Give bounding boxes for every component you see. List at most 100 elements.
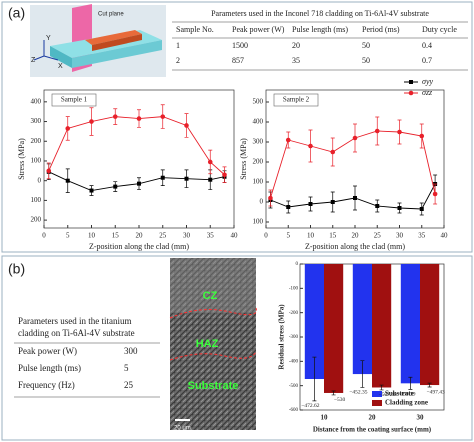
y-tick-label: 0 — [260, 198, 264, 206]
point — [432, 191, 438, 197]
schematic — [30, 4, 166, 77]
x-tick-label: 0 — [264, 232, 268, 240]
bar — [304, 264, 324, 380]
y-tick-label: 100 — [253, 218, 264, 226]
axis-letter: X — [58, 63, 63, 70]
table-cell: 1500 — [232, 41, 248, 50]
y-tick-label: 200 — [31, 137, 42, 145]
value-label: −490.39 — [397, 392, 415, 398]
x-tick-label: 10 — [321, 414, 329, 422]
table-cell: 0.7 — [422, 56, 432, 65]
point — [65, 126, 71, 131]
point — [46, 168, 52, 174]
panel-label: (b) — [8, 261, 25, 277]
zone-label: HAZ — [196, 338, 219, 350]
point — [268, 195, 273, 201]
zone-label: Substrate — [188, 380, 239, 392]
point — [160, 114, 166, 119]
x-tick-label: 15 — [329, 232, 337, 240]
bar — [372, 264, 392, 388]
error-bar — [331, 390, 336, 396]
chart-title: Sample 2 — [283, 96, 310, 104]
table-header: Period (ms) — [362, 25, 400, 34]
table-title: cladding on Ti-6Al-4V substrate — [18, 328, 135, 338]
y-tick-label: -100 — [289, 286, 299, 291]
point — [308, 143, 313, 149]
table-cell: 0.4 — [422, 41, 432, 50]
y-tick-label: 100 — [31, 196, 42, 204]
y-tick-label: -300 — [289, 335, 299, 340]
table-cell: 50 — [362, 56, 370, 65]
point — [419, 133, 425, 139]
table-cell: Peak power (W) — [18, 346, 77, 356]
bar — [400, 264, 420, 384]
x-tick-label: 15 — [112, 232, 120, 240]
table-cell: Frequency (Hz) — [18, 380, 75, 390]
y-axis-label: Stress (MPa) — [17, 138, 26, 180]
x-tick-label: 20 — [352, 232, 360, 240]
point — [136, 116, 142, 121]
point — [207, 159, 213, 165]
chart-title: Sample 1 — [61, 96, 88, 104]
point — [352, 135, 358, 141]
x-axis-label: Z-position along the clad (mm) — [305, 242, 405, 251]
table-cell: 35 — [292, 56, 300, 65]
legend-marker — [409, 80, 413, 84]
x-tick-label: 0 — [42, 232, 46, 240]
bar — [352, 264, 372, 375]
y-tick-label: -400 — [289, 359, 299, 364]
point — [397, 129, 402, 135]
legend-label: Cladding zone — [385, 399, 428, 407]
x-tick-label: 30 — [417, 414, 425, 422]
point — [184, 176, 189, 181]
value-label: −472.62 — [301, 403, 319, 409]
point — [419, 207, 424, 211]
x-tick-label: 40 — [441, 232, 449, 240]
y-tick-label: 500 — [253, 98, 264, 106]
point — [222, 172, 227, 178]
table-title: Parameters used in the titanium — [18, 316, 131, 326]
x-tick-label: 40 — [231, 232, 239, 240]
point — [160, 175, 165, 180]
y-tick-label: 100 — [31, 157, 42, 165]
y-tick-label: 300 — [31, 117, 42, 125]
y-tick-label: 0 — [38, 176, 42, 184]
table-cell: 857 — [232, 56, 244, 65]
x-tick-label: 35 — [418, 232, 426, 240]
error-bar — [312, 356, 317, 402]
x-tick-label: 25 — [159, 232, 167, 240]
point — [353, 196, 357, 200]
table-cell: 2 — [176, 56, 180, 65]
x-axis-label: Distance from the coating surface (mm) — [313, 426, 432, 434]
x-tick-label: 20 — [136, 232, 144, 240]
legend-marker — [408, 90, 414, 96]
x-tick-label: 25 — [374, 232, 382, 240]
bar — [420, 264, 440, 386]
point — [330, 149, 336, 155]
title-box — [51, 93, 97, 107]
scale-label: 20 μm — [174, 426, 191, 432]
table-header: Peak power (W) — [232, 25, 285, 34]
value-label: −530 — [334, 397, 346, 403]
legend-label: σzz — [422, 88, 433, 97]
y-tick-label: -200 — [289, 311, 299, 316]
bar — [324, 264, 344, 393]
point — [112, 114, 118, 119]
point — [65, 178, 70, 183]
error-bar — [360, 360, 365, 388]
legend-swatch — [372, 400, 382, 406]
y-tick-label: 200 — [31, 216, 42, 224]
y-tick-label: 400 — [31, 97, 42, 105]
axis-letter: Z — [31, 57, 36, 64]
title-box — [273, 93, 319, 107]
table-cell: 5 — [124, 363, 129, 373]
point — [308, 202, 313, 206]
value-label: −452.35 — [349, 390, 367, 396]
point — [137, 181, 141, 186]
y-tick-label: 0 — [296, 262, 299, 267]
y-tick-label: 100 — [253, 178, 264, 186]
point — [286, 205, 291, 209]
point — [330, 200, 335, 204]
table-cell: 50 — [362, 41, 370, 50]
